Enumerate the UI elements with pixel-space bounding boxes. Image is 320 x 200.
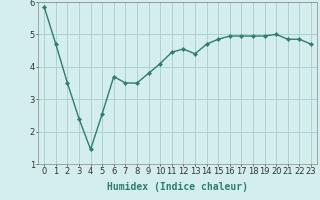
X-axis label: Humidex (Indice chaleur): Humidex (Indice chaleur) xyxy=(107,182,248,192)
